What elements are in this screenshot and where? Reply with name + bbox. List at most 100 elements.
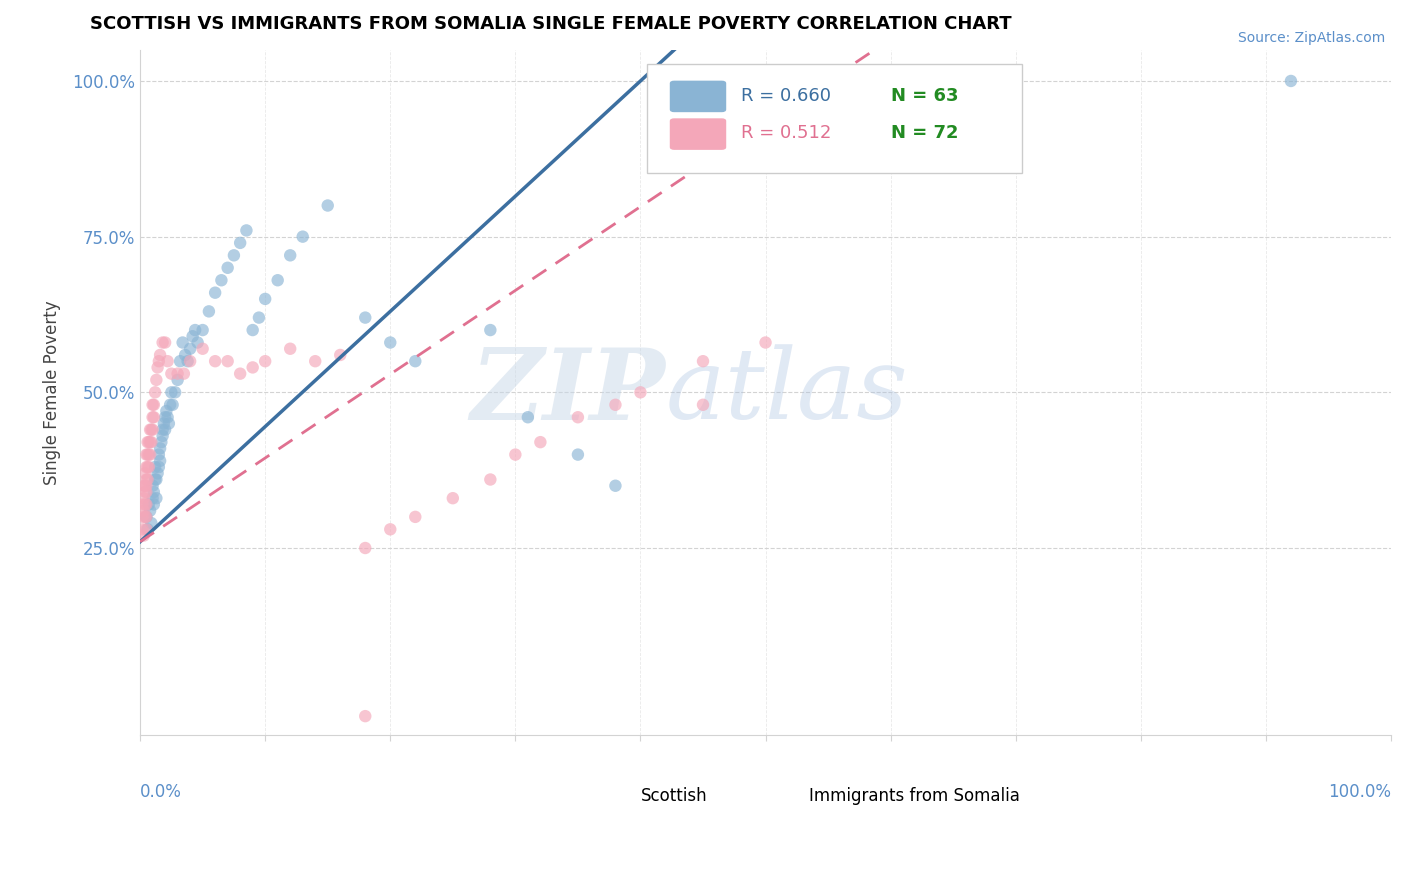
Point [134, 485, 156, 500]
Point [505, 448, 527, 462]
Point [141, 423, 163, 437]
FancyBboxPatch shape [671, 81, 725, 112]
Point [242, 360, 264, 375]
Point [754, 335, 776, 350]
Point [242, 323, 264, 337]
Point [132, 503, 155, 517]
Point [380, 335, 402, 350]
Point [630, 385, 652, 400]
Point [516, 410, 538, 425]
Text: 0.0%: 0.0% [141, 783, 181, 801]
Point [176, 354, 198, 368]
Point [142, 410, 165, 425]
Point [291, 229, 314, 244]
Point [187, 335, 209, 350]
Point [157, 417, 180, 431]
Point [135, 497, 157, 511]
Text: R = 0.512: R = 0.512 [741, 124, 831, 143]
Point [529, 435, 551, 450]
Point [131, 509, 153, 524]
Point [138, 460, 160, 475]
Point [139, 423, 162, 437]
Point [217, 260, 239, 275]
Point [567, 410, 589, 425]
Point [135, 509, 157, 524]
Text: Source: ZipAtlas.com: Source: ZipAtlas.com [1237, 31, 1385, 45]
Point [278, 342, 301, 356]
Point [217, 354, 239, 368]
Point [605, 479, 627, 493]
Point [235, 223, 257, 237]
Point [142, 491, 165, 506]
FancyBboxPatch shape [647, 63, 1022, 173]
Point [136, 448, 159, 462]
Point [145, 491, 167, 506]
Point [145, 473, 167, 487]
Point [156, 354, 179, 368]
Point [155, 404, 177, 418]
Text: 100.0%: 100.0% [1329, 783, 1391, 801]
Point [149, 442, 172, 456]
FancyBboxPatch shape [671, 119, 725, 149]
Point [222, 248, 245, 262]
Point [191, 342, 214, 356]
Text: N = 72: N = 72 [890, 124, 957, 143]
Point [316, 198, 339, 212]
Point [135, 473, 157, 487]
Point [136, 473, 159, 487]
Point [179, 354, 201, 368]
Point [173, 367, 195, 381]
Text: R = 0.660: R = 0.660 [741, 87, 831, 104]
Point [141, 435, 163, 450]
Point [166, 373, 188, 387]
Point [254, 292, 277, 306]
Point [139, 448, 162, 462]
Point [153, 410, 176, 425]
Point [692, 398, 714, 412]
Point [149, 348, 172, 362]
Point [131, 522, 153, 536]
Point [152, 335, 174, 350]
Text: Immigrants from Somalia: Immigrants from Somalia [810, 788, 1021, 805]
Point [567, 448, 589, 462]
Point [141, 516, 163, 530]
Text: ZIP: ZIP [471, 344, 665, 441]
Point [134, 479, 156, 493]
Point [152, 423, 174, 437]
Point [136, 522, 159, 536]
Point [179, 342, 201, 356]
Point [184, 323, 207, 337]
Point [135, 509, 157, 524]
Point [142, 410, 165, 425]
Point [479, 323, 502, 337]
Point [142, 485, 165, 500]
Point [139, 435, 162, 450]
Point [404, 509, 426, 524]
Text: atlas: atlas [665, 344, 908, 440]
Point [354, 310, 377, 325]
Point [138, 435, 160, 450]
Point [229, 235, 252, 250]
Point [329, 348, 352, 362]
Point [135, 448, 157, 462]
Point [148, 460, 170, 475]
Point [142, 398, 165, 412]
Point [169, 354, 191, 368]
Point [174, 348, 197, 362]
Point [143, 460, 166, 475]
Y-axis label: Single Female Poverty: Single Female Poverty [44, 300, 60, 484]
Point [148, 448, 170, 462]
Point [165, 385, 187, 400]
Point [139, 503, 162, 517]
Point [145, 373, 167, 387]
Point [380, 522, 402, 536]
Point [1279, 74, 1302, 88]
Point [267, 273, 290, 287]
FancyBboxPatch shape [749, 783, 804, 809]
Point [150, 435, 173, 450]
Point [191, 323, 214, 337]
Point [149, 454, 172, 468]
Point [142, 497, 165, 511]
Point [134, 509, 156, 524]
Point [142, 423, 165, 437]
